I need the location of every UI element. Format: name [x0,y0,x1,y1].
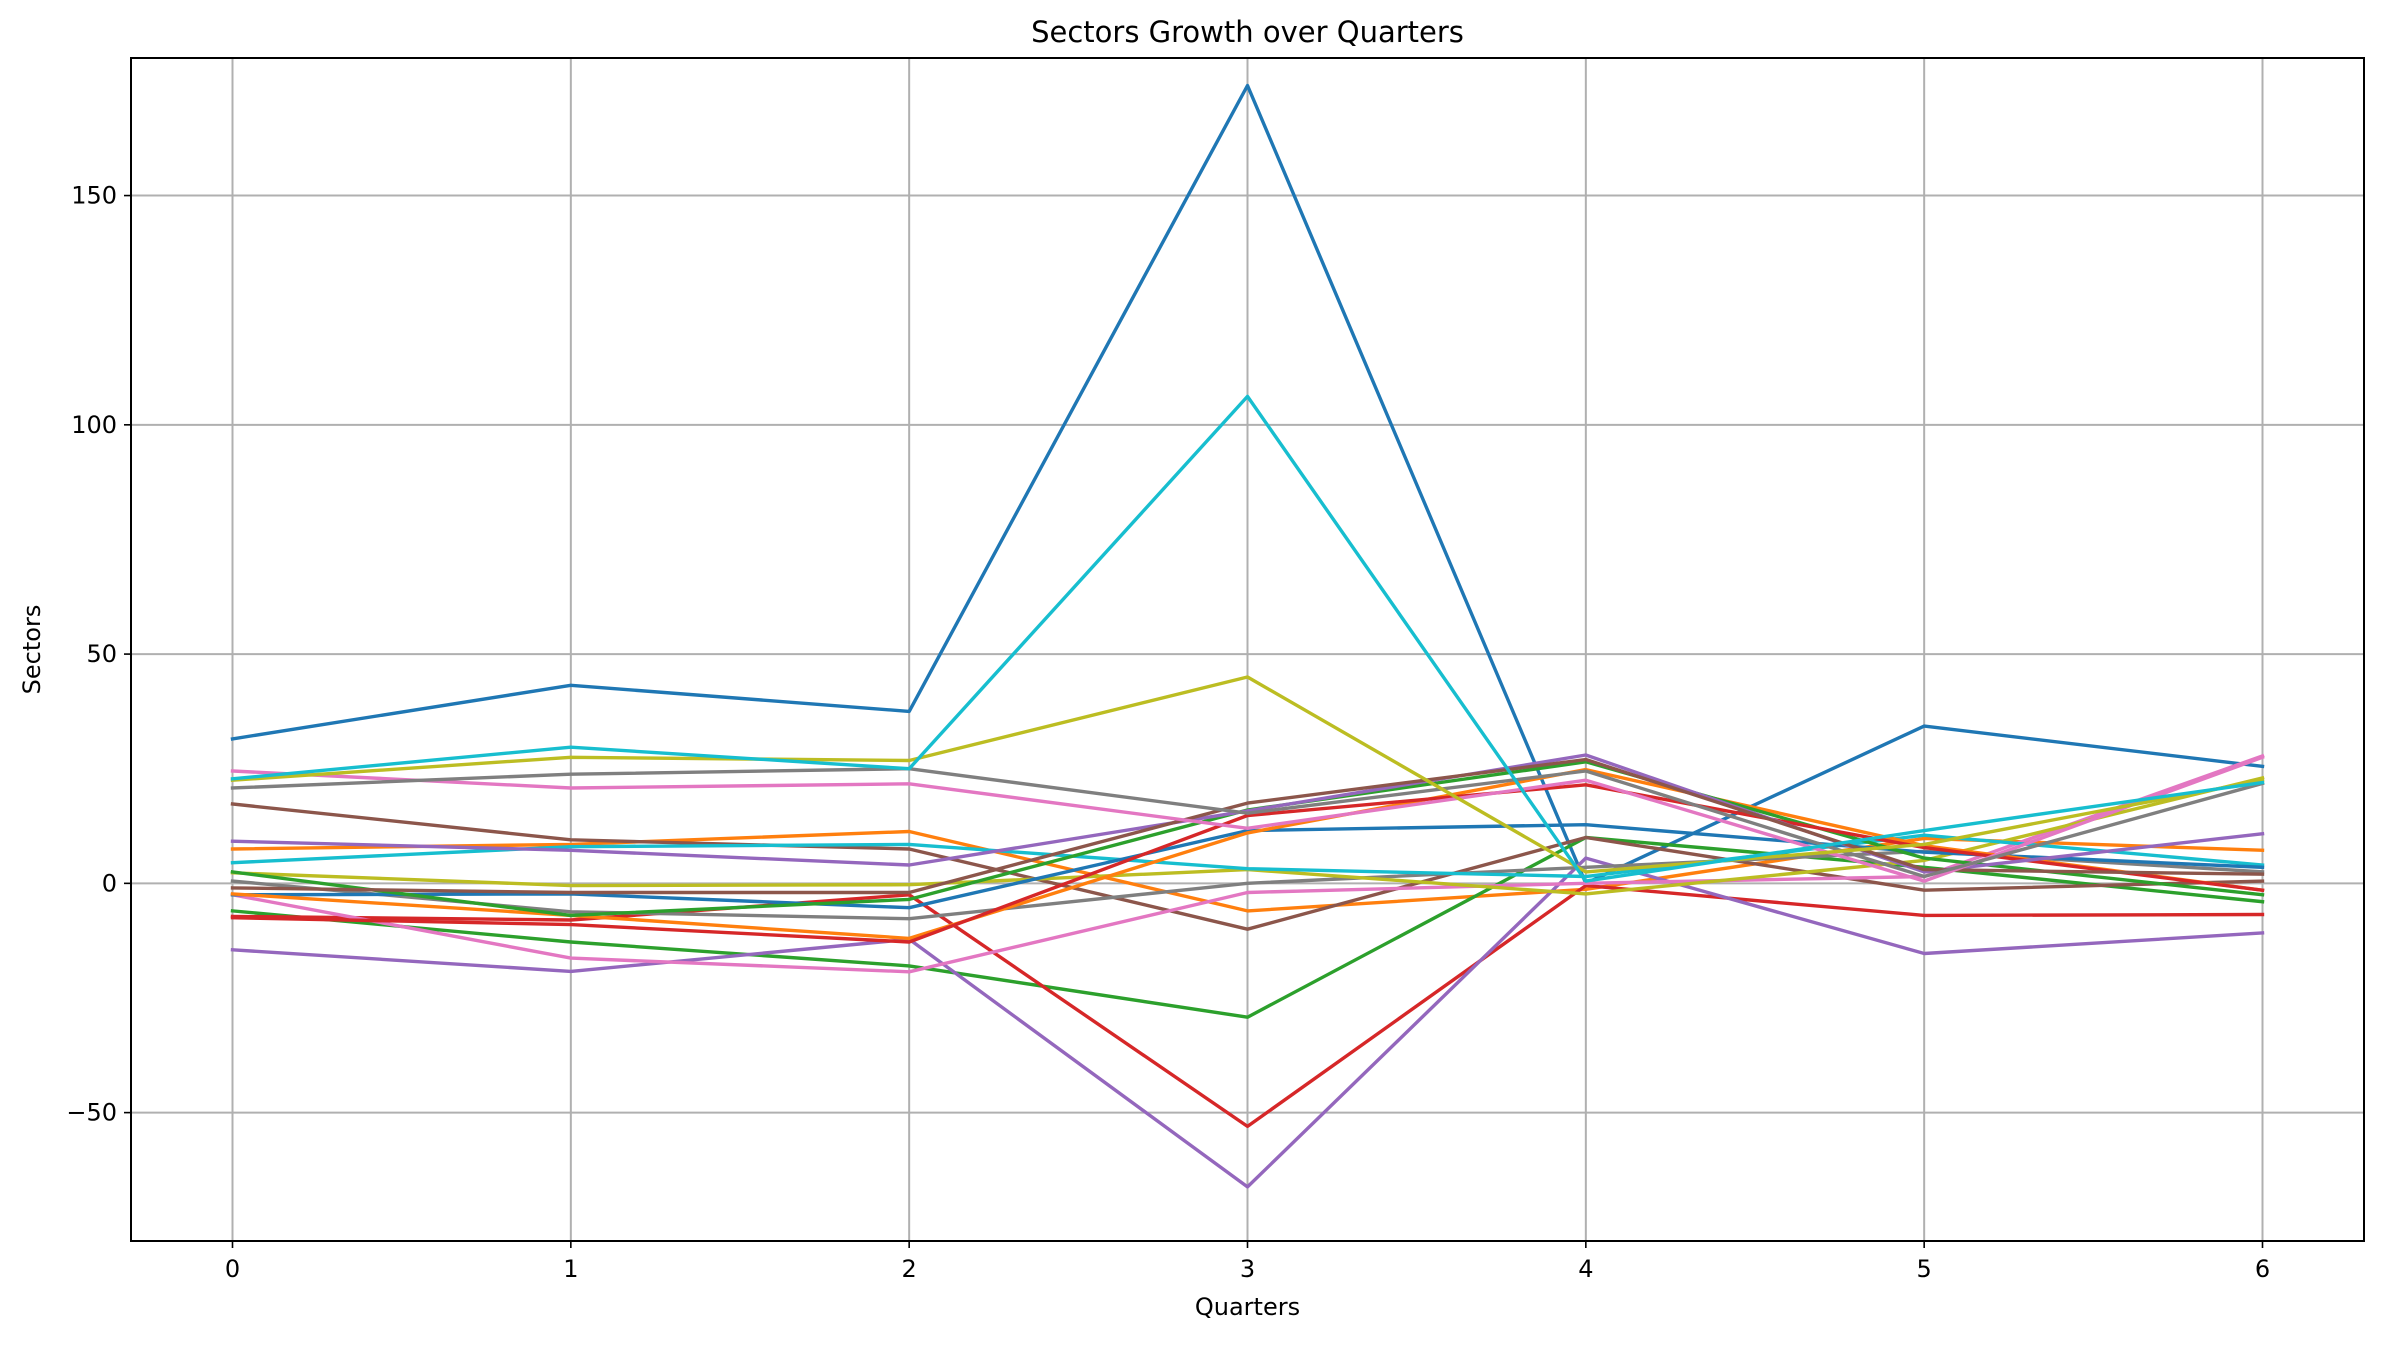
y-tick-label: 50 [86,640,117,668]
series-line-4 [230,883,2265,1129]
x-tick-label: 6 [2255,1255,2270,1283]
series-line-10 [230,833,2265,879]
series-line-16 [230,757,2265,895]
series-line-5 [230,856,2265,1189]
grid-layer [131,58,2364,1241]
series-layer [230,83,2265,1189]
series-line-14 [230,783,2265,944]
y-tick-label: 150 [71,182,117,210]
series-line-1 [230,83,2265,885]
x-tick-label: 1 [563,1255,578,1283]
y-tick-label: 0 [102,869,117,897]
series-line-17 [230,755,2265,883]
series-line-20 [230,394,2265,883]
y-axis-label: Sectors [18,605,46,695]
series-line-2 [230,829,2265,913]
series-line-19 [230,675,2265,874]
y-tick-label: −50 [66,1099,117,1127]
x-tick-label: 0 [225,1255,240,1283]
x-tick-label: 5 [1917,1255,1932,1283]
x-tick-label: 2 [902,1255,917,1283]
chart-title: Sectors Growth over Quarters [1031,15,1464,49]
series-line-18 [230,767,2265,879]
x-axis-label: Quarters [1195,1293,1300,1321]
series-line-15 [230,753,2265,874]
series-line-6 [230,802,2265,931]
y-tick-label: 100 [71,411,117,439]
x-tick-label: 3 [1240,1255,1255,1283]
tick-layer: 0 1 2 3 4 5 6 −50 0 50 100 150 [66,182,2270,1283]
series-line-3 [230,835,2265,1019]
x-tick-label: 4 [1578,1255,1593,1283]
